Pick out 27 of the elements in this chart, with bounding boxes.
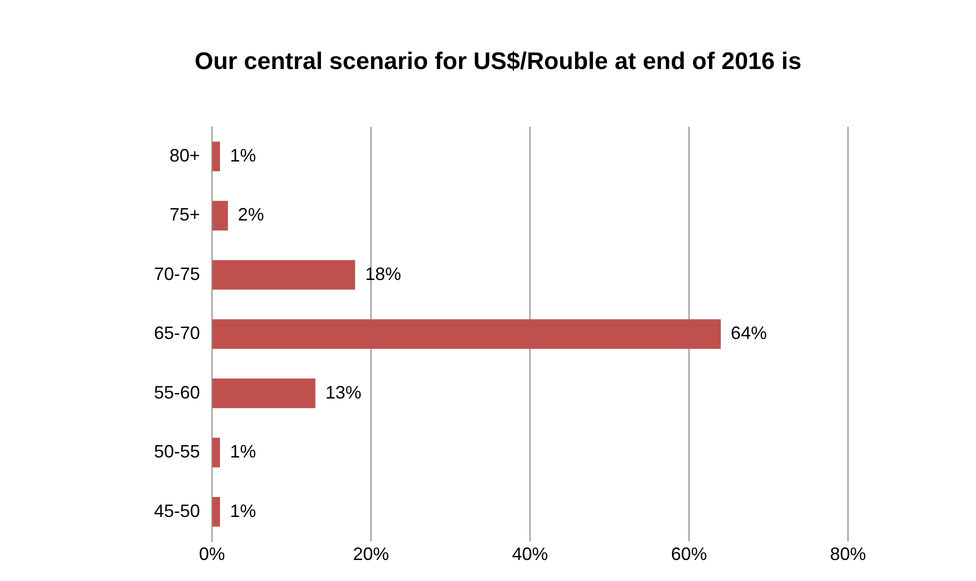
x-tick-label: 0% — [199, 544, 226, 564]
bar — [212, 319, 721, 349]
bar — [212, 438, 220, 468]
bar — [212, 142, 220, 172]
bar — [212, 496, 220, 527]
y-tick-label: 80+ — [169, 145, 200, 166]
y-tick-label: 50-55 — [154, 442, 200, 462]
bar — [212, 260, 356, 290]
x-tick-label: 60% — [670, 544, 708, 564]
x-tick-label: 80% — [830, 544, 866, 564]
y-tick-label: 70-75 — [154, 264, 200, 284]
x-tick-label: 40% — [512, 544, 548, 564]
data-label: 18% — [365, 264, 402, 284]
data-label: 1% — [230, 145, 256, 166]
y-tick-label: 45-50 — [154, 500, 200, 521]
y-tick-label: 75+ — [169, 204, 200, 225]
data-label: 2% — [238, 204, 264, 225]
y-tick-label: 65-70 — [154, 323, 200, 344]
data-label: 13% — [325, 382, 362, 402]
data-label: 1% — [230, 500, 256, 521]
bar — [212, 378, 316, 408]
data-label: 64% — [730, 323, 767, 344]
bar — [212, 200, 228, 230]
data-label: 1% — [230, 442, 256, 462]
x-tick-label: 20% — [353, 544, 390, 564]
y-tick-label: 55-60 — [154, 382, 200, 402]
chart-title: Our central scenario for US$/Rouble at end of 2016 is — [194, 48, 802, 76]
